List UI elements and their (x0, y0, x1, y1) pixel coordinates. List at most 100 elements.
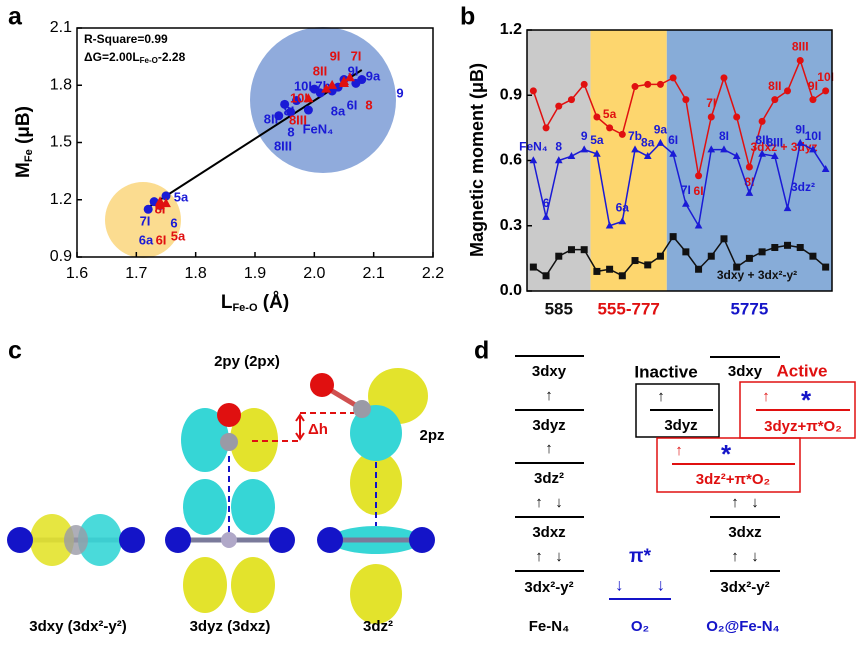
point-label: 9I (330, 48, 341, 63)
level-label: 3dx²-y² (524, 579, 573, 596)
data-point (542, 124, 550, 132)
point-label: 10I (290, 90, 308, 105)
data-point (593, 149, 601, 157)
column-title: O₂ (631, 618, 649, 635)
point-label: 9I (795, 122, 805, 136)
data-point (694, 221, 703, 229)
level-label: 3dxy (728, 363, 763, 380)
data-point (682, 96, 690, 104)
y-tick-label: 1.2 (50, 191, 72, 208)
data-point (745, 163, 753, 171)
panel-label: d (474, 337, 489, 365)
panel-label: b (460, 3, 475, 31)
point-label: 6a (139, 232, 154, 247)
data-point (669, 74, 677, 82)
axis-label-unit: (μB) (13, 106, 34, 149)
level-label: 3dx²-y² (720, 579, 769, 596)
orbital-label: 3dyz (3dxz) (190, 618, 271, 635)
spin: ↑ ↓ (535, 494, 563, 511)
orbital-dz2 (310, 368, 435, 624)
region-label: 555-777 (597, 299, 659, 318)
atom (409, 527, 435, 553)
orbital-label: 3dxy (3dx²-y²) (29, 618, 127, 635)
state-box (635, 383, 720, 438)
point-label: 7I (351, 48, 362, 63)
data-point (758, 117, 766, 125)
height-arrow (295, 413, 305, 441)
point-label: 8 (287, 124, 294, 139)
data-point (720, 235, 728, 243)
atom (310, 373, 334, 397)
spin: ↑ ↓ (731, 548, 759, 565)
data-point (327, 79, 338, 89)
point-label: 7I (681, 183, 691, 197)
data-point (771, 96, 779, 104)
x-tick-label: 2.0 (303, 265, 325, 282)
y-tick-label: 2.1 (50, 19, 72, 36)
data-point (656, 80, 664, 88)
data-point (606, 265, 614, 273)
point-label: 6a (616, 201, 630, 215)
x-tick-label: 1.7 (125, 265, 147, 282)
data-point (555, 252, 563, 260)
point-label: 8III (274, 138, 292, 153)
region-label: 585 (545, 299, 573, 318)
level-label: 3dxy (532, 363, 567, 380)
orbital-lobe (78, 514, 122, 566)
orbital-label: 3dz² (363, 618, 393, 635)
data-point (344, 72, 355, 82)
equation-text: ΔG=2.00L (84, 50, 140, 64)
data-point (303, 93, 314, 103)
orbital-lobe (30, 514, 74, 566)
data-point (280, 99, 290, 109)
data-point (643, 151, 652, 159)
data-point (339, 77, 349, 87)
data-point (161, 198, 171, 208)
y-tick-label: 0.9 (50, 248, 72, 265)
point-label: 8II (768, 79, 781, 93)
point-label: 8III (792, 40, 809, 54)
data-point (580, 145, 589, 153)
data-point (695, 265, 703, 273)
data-point (669, 149, 677, 157)
data-point (682, 248, 690, 256)
point-label: 9I (348, 63, 359, 78)
atom (7, 527, 33, 553)
data-point (618, 272, 626, 280)
atom (269, 527, 295, 553)
data-point (682, 199, 690, 207)
data-point (707, 145, 716, 153)
spin: ↑ (545, 440, 553, 457)
orbital-lobe (350, 564, 402, 624)
data-point (796, 244, 804, 251)
spin: ↑ (675, 442, 683, 459)
data-point (542, 272, 550, 280)
point-label: 8 (555, 140, 562, 154)
point-label: 6 (170, 215, 177, 230)
point-label: 7I (140, 213, 151, 228)
data-point (656, 138, 665, 146)
data-point (809, 145, 817, 153)
data-point (796, 56, 804, 64)
data-point (809, 96, 817, 104)
axis-label-sub: Fe (23, 149, 35, 162)
orbital-lobe (231, 479, 275, 535)
spin: ↑ ↓ (731, 494, 759, 511)
state-box (656, 437, 801, 493)
y-tick-label: 0.6 (500, 152, 522, 169)
point-label: 8III (289, 112, 307, 127)
orbital-lobe (183, 557, 227, 613)
data-point (809, 252, 817, 260)
axis-label-text: M (13, 162, 34, 178)
y-tick-label: 1.2 (500, 21, 522, 38)
data-point (720, 74, 728, 82)
x-tick-label: 1.8 (185, 265, 207, 282)
atom (221, 532, 237, 548)
data-point (321, 83, 332, 93)
data-point (745, 188, 754, 196)
data-point (656, 252, 664, 260)
point-label: 8I (284, 103, 295, 118)
data-point (618, 130, 626, 138)
data-point (580, 246, 588, 254)
